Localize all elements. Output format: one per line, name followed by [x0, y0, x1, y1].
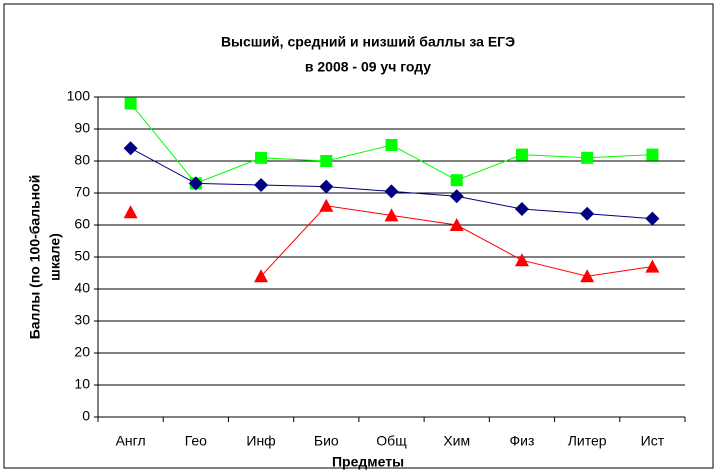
marker	[319, 179, 334, 194]
x-tick-label: Ист	[641, 433, 665, 449]
marker	[449, 189, 464, 204]
marker	[319, 198, 334, 212]
x-tick-label: Литер	[568, 433, 607, 449]
y-tick-label: 50	[74, 248, 90, 264]
chart-title: Высший, средний и низший баллы за ЕГЭ	[221, 34, 515, 50]
marker	[515, 148, 528, 161]
marker	[514, 202, 529, 216]
marker	[449, 218, 464, 231]
marker	[450, 174, 463, 187]
marker	[580, 206, 595, 221]
x-tick-label: Физ	[509, 433, 534, 449]
chart-title: в 2008 - 09 уч году	[305, 59, 431, 75]
marker	[385, 139, 398, 151]
x-tick-label: Хим	[443, 433, 470, 449]
y-tick-label: 90	[74, 120, 90, 136]
y-tick-label: 20	[74, 344, 90, 360]
marker	[646, 148, 659, 161]
marker	[123, 141, 138, 156]
marker	[320, 155, 333, 167]
marker	[254, 178, 269, 192]
marker	[514, 253, 529, 267]
marker	[645, 259, 660, 273]
y-tick-label: 100	[67, 88, 91, 104]
y-axis-label: Баллы (по 100-бальной	[27, 175, 43, 340]
marker	[645, 211, 660, 226]
y-tick-label: 30	[74, 312, 90, 328]
marker	[123, 205, 138, 219]
x-tick-label: Био	[314, 433, 339, 449]
marker	[581, 151, 594, 164]
y-axis-label: шкале)	[47, 233, 63, 281]
y-tick-label: 0	[82, 408, 90, 424]
x-tick-label: Гео	[185, 433, 207, 449]
y-tick-label: 70	[74, 184, 90, 200]
marker	[254, 269, 269, 283]
y-tick-label: 40	[74, 280, 90, 296]
marker	[188, 176, 203, 191]
x-tick-label: Англ	[116, 433, 146, 449]
marker	[384, 208, 399, 222]
marker	[124, 97, 137, 110]
x-tick-label: Общ	[376, 433, 407, 449]
chart-frame	[3, 3, 714, 469]
marker	[255, 151, 268, 164]
x-tick-label: Инф	[246, 433, 275, 449]
marker	[580, 269, 595, 283]
y-tick-label: 10	[74, 376, 90, 392]
y-tick-label: 60	[74, 216, 90, 232]
y-tick-label: 80	[74, 152, 90, 168]
x-axis-label: Предметы	[332, 454, 404, 470]
marker	[384, 184, 399, 199]
